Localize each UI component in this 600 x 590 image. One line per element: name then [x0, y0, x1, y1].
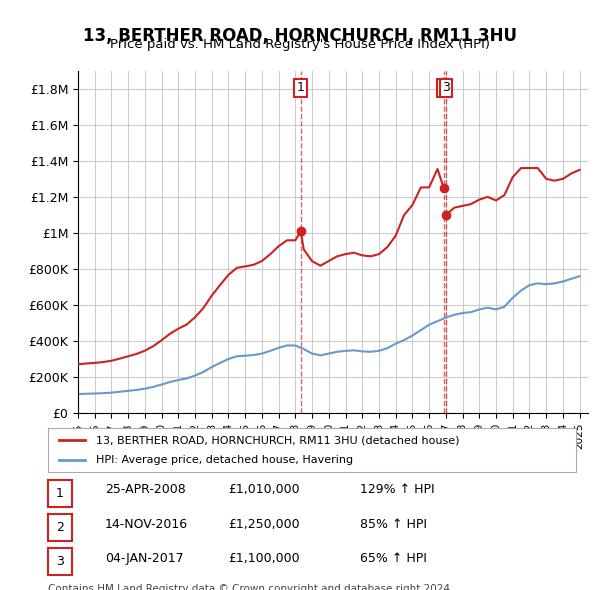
Text: 2: 2: [56, 521, 64, 534]
Text: 129% ↑ HPI: 129% ↑ HPI: [360, 483, 434, 496]
Text: 13, BERTHER ROAD, HORNCHURCH, RM11 3HU (detached house): 13, BERTHER ROAD, HORNCHURCH, RM11 3HU (…: [95, 435, 459, 445]
Text: 1: 1: [56, 487, 64, 500]
Text: 14-NOV-2016: 14-NOV-2016: [105, 517, 188, 530]
Text: £1,250,000: £1,250,000: [228, 517, 299, 530]
Text: 04-JAN-2017: 04-JAN-2017: [105, 552, 184, 565]
Text: 1: 1: [297, 81, 305, 94]
Text: 85% ↑ HPI: 85% ↑ HPI: [360, 517, 427, 530]
Text: 2: 2: [440, 81, 448, 94]
Text: 3: 3: [442, 81, 450, 94]
Text: £1,100,000: £1,100,000: [228, 552, 299, 565]
Text: Price paid vs. HM Land Registry's House Price Index (HPI): Price paid vs. HM Land Registry's House …: [110, 38, 490, 51]
Text: £1,010,000: £1,010,000: [228, 483, 299, 496]
Text: Contains HM Land Registry data © Crown copyright and database right 2024.: Contains HM Land Registry data © Crown c…: [48, 584, 454, 590]
Text: 3: 3: [56, 555, 64, 568]
Text: 65% ↑ HPI: 65% ↑ HPI: [360, 552, 427, 565]
Text: 25-APR-2008: 25-APR-2008: [105, 483, 186, 496]
Text: HPI: Average price, detached house, Havering: HPI: Average price, detached house, Have…: [95, 455, 353, 464]
Text: 13, BERTHER ROAD, HORNCHURCH, RM11 3HU: 13, BERTHER ROAD, HORNCHURCH, RM11 3HU: [83, 27, 517, 45]
